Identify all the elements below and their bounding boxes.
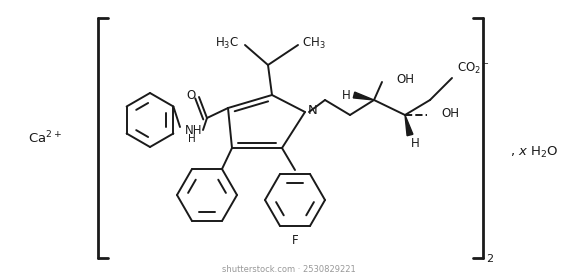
Text: H$_3$C: H$_3$C	[215, 36, 239, 51]
Text: F: F	[292, 234, 298, 246]
Text: CH$_3$: CH$_3$	[302, 36, 326, 51]
Text: N: N	[308, 104, 318, 116]
Text: H: H	[410, 137, 420, 150]
Text: O: O	[186, 88, 195, 102]
Text: OH: OH	[396, 73, 414, 85]
Text: H: H	[188, 134, 196, 144]
Text: CO$_2$$^-$: CO$_2$$^-$	[457, 60, 490, 76]
Polygon shape	[405, 115, 413, 136]
Text: , $x$ H$_2$O: , $x$ H$_2$O	[510, 144, 558, 160]
Text: H: H	[342, 88, 350, 102]
Text: 2: 2	[486, 254, 493, 264]
Text: NH: NH	[185, 123, 202, 137]
Polygon shape	[353, 92, 374, 100]
Text: Ca$^{2+}$: Ca$^{2+}$	[28, 130, 62, 146]
Text: shutterstock.com · 2530829221: shutterstock.com · 2530829221	[222, 265, 356, 274]
Text: OH: OH	[441, 106, 459, 120]
